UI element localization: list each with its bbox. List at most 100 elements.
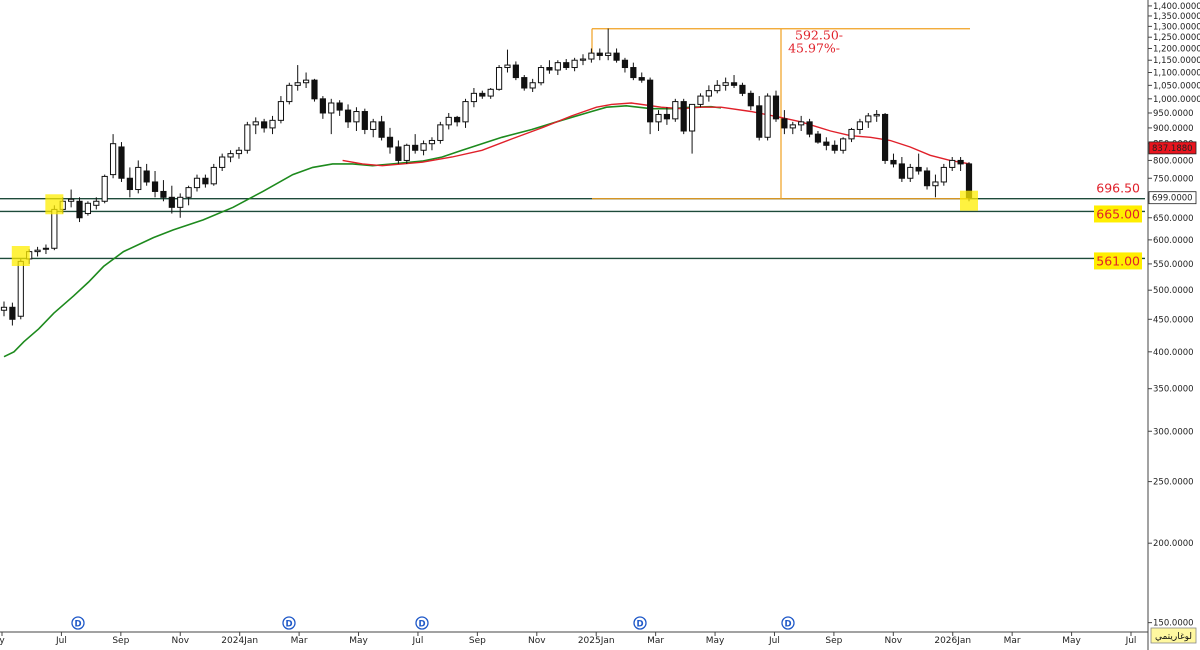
candle bbox=[605, 28, 612, 61]
candle bbox=[596, 48, 603, 61]
candle-body-down bbox=[521, 77, 528, 89]
candle-body-down bbox=[957, 159, 964, 165]
candle bbox=[722, 77, 729, 91]
candle bbox=[428, 137, 436, 151]
candle bbox=[697, 93, 704, 108]
candle-body-up bbox=[185, 187, 192, 198]
candle bbox=[462, 98, 469, 128]
candle bbox=[261, 118, 268, 133]
candle-body-down bbox=[118, 146, 125, 179]
x-tick-label: Jul bbox=[412, 636, 424, 646]
candle bbox=[621, 57, 629, 73]
candle-body-down bbox=[647, 79, 654, 123]
candle-body-down bbox=[143, 170, 150, 183]
level-highlight bbox=[1094, 205, 1142, 223]
candle-body-down bbox=[168, 196, 175, 208]
dividend-marker-letter: D bbox=[418, 620, 425, 630]
x-tick-label: Jul bbox=[1125, 636, 1137, 646]
candle bbox=[9, 302, 16, 326]
x-tick-label: 2025Jan bbox=[578, 636, 615, 646]
candle bbox=[361, 108, 368, 135]
candle-body-down bbox=[151, 181, 159, 192]
candle bbox=[663, 107, 671, 125]
candle-body-down bbox=[319, 98, 326, 114]
time-axis[interactable]: y Jul Sep Nov 2024Jan Mar May Jul Sep Nov 2025Jan M… bbox=[0, 631, 1148, 646]
candle bbox=[210, 163, 217, 186]
candle bbox=[495, 65, 503, 91]
candle bbox=[881, 112, 889, 164]
candle-body-up bbox=[705, 90, 712, 97]
candle-body-up bbox=[437, 124, 444, 141]
candle-body-up bbox=[672, 101, 679, 120]
dividend-marker-letter: D bbox=[784, 620, 791, 630]
candle-body-down bbox=[546, 67, 553, 71]
x-tick-label: May bbox=[1062, 636, 1081, 646]
candle-body-up bbox=[789, 124, 796, 129]
price-axis-panel bbox=[1148, 0, 1200, 650]
candle-body-up bbox=[34, 249, 41, 253]
last-price-badge-box bbox=[1148, 191, 1197, 205]
y-tick-label: 500.0000 bbox=[1153, 286, 1194, 296]
candle bbox=[93, 197, 100, 210]
candle bbox=[789, 121, 796, 135]
candle bbox=[135, 160, 142, 194]
candle-body-down bbox=[261, 121, 268, 129]
candle bbox=[126, 167, 133, 198]
candle bbox=[571, 57, 578, 72]
candle-body-up bbox=[537, 67, 545, 84]
candle bbox=[949, 157, 956, 171]
candle-body-up bbox=[235, 149, 243, 155]
candle-body-up bbox=[722, 82, 729, 86]
candle-body-up bbox=[42, 247, 50, 250]
candle bbox=[873, 110, 880, 122]
candle-body-down bbox=[395, 146, 402, 161]
candle-body-down bbox=[563, 62, 570, 69]
candle-body-down bbox=[596, 52, 603, 56]
candle-body-up bbox=[84, 202, 92, 215]
price-axis[interactable]: 1,400.00001,350.00001,300.00001,250.0000… bbox=[1147, 0, 1200, 650]
candle bbox=[680, 98, 687, 135]
candle bbox=[252, 117, 259, 135]
y-tick-label: 1,250.0000 bbox=[1153, 33, 1200, 43]
candle-body-up bbox=[420, 143, 427, 151]
candle-body-up bbox=[68, 198, 75, 202]
y-tick-label: 1,400.0000 bbox=[1153, 2, 1200, 12]
candle-body-up bbox=[0, 306, 8, 311]
dividend-marker[interactable]: D bbox=[282, 616, 296, 630]
ma-fast-line bbox=[342, 102, 971, 167]
dividend-marker[interactable]: D bbox=[633, 616, 647, 630]
candle bbox=[193, 174, 201, 192]
last-price-badge-value: 699.0000 bbox=[1152, 194, 1193, 204]
candle-body-down bbox=[814, 133, 822, 143]
candle bbox=[647, 77, 654, 135]
y-tick-label: 950.0000 bbox=[1153, 109, 1194, 119]
measure-change-label: 592.50- bbox=[795, 28, 843, 43]
y-tick-label: 400.0000 bbox=[1153, 348, 1194, 358]
candle bbox=[932, 174, 939, 198]
candle-body-up bbox=[940, 166, 947, 183]
candle-body-up bbox=[286, 84, 293, 103]
x-tick-label: May bbox=[349, 636, 368, 646]
candle bbox=[781, 110, 788, 135]
candle-body-up bbox=[932, 181, 939, 187]
candle bbox=[168, 185, 175, 214]
candle bbox=[445, 112, 452, 130]
candle bbox=[42, 244, 50, 255]
x-tick-label: Sep bbox=[469, 636, 486, 646]
candle bbox=[579, 54, 587, 66]
candle-body-down bbox=[747, 92, 754, 107]
x-tick-label: Nov bbox=[528, 636, 546, 646]
candle-body-up bbox=[353, 111, 360, 123]
log-scale-toggle[interactable]: لوغاريتمي bbox=[1150, 627, 1197, 644]
candle bbox=[378, 115, 385, 141]
y-tick-label: 1,050.0000 bbox=[1153, 81, 1200, 91]
candle bbox=[798, 115, 805, 131]
candle-body-down bbox=[311, 79, 318, 100]
dividend-marker[interactable]: D bbox=[781, 616, 795, 630]
candle-body-up bbox=[848, 128, 855, 140]
dividend-marker[interactable]: D bbox=[71, 616, 85, 630]
candle-body-down bbox=[126, 177, 133, 191]
dividend-marker[interactable]: D bbox=[415, 616, 429, 630]
